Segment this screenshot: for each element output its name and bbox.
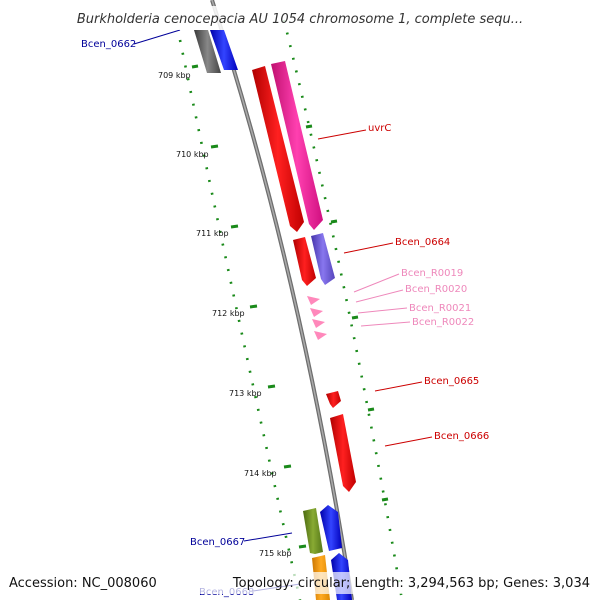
gene-bcen0662-shape[interactable] [194, 30, 238, 73]
gene-label-bcenr0019[interactable]: Bcen_R0019 [401, 268, 463, 279]
gene-label-bcen0664[interactable]: Bcen_0664 [395, 237, 450, 248]
tick-711 [230, 224, 239, 229]
tick-709 [191, 64, 199, 69]
tick-714 [283, 464, 292, 469]
gene-bcen0667-shape[interactable] [303, 505, 342, 554]
gene-label-bcen0666[interactable]: Bcen_0666 [434, 431, 489, 442]
gene-bcen0664-shape[interactable] [293, 233, 335, 286]
callout-uvrc [317, 129, 367, 140]
callout-bcen0665 [374, 381, 423, 392]
callout-bcenr0020 [355, 289, 404, 303]
footer-background [0, 572, 600, 594]
genome-summary-text: Topology: circular; Length: 3,294,563 bp… [232, 576, 590, 591]
tick-outer-4 [367, 407, 375, 412]
title-background [60, 6, 540, 30]
tick-715 [298, 544, 307, 549]
scale-ruler [178, 19, 404, 600]
map-title: Burkholderia cenocepacia AU 1054 chromos… [77, 12, 523, 27]
rna-genes-shape[interactable] [307, 296, 327, 340]
accession-text: Accession: NC_008060 [9, 576, 157, 591]
scale-ticks [191, 64, 389, 549]
callout-bcenr0021 [357, 307, 408, 314]
callout-bcen0666 [384, 436, 433, 447]
gene-labels: Bcen_0662 uvrC Bcen_0664 Bcen_R0019 Bcen… [81, 39, 489, 598]
callout-bcenr0022 [360, 321, 411, 327]
kbp-label-713: 713 kbp [229, 389, 262, 398]
kbp-label-709: 709 kbp [158, 71, 191, 80]
kbp-label-715: 715 kbp [259, 549, 292, 558]
callout-bcen0664 [343, 242, 394, 254]
gene-uvrc-shape[interactable] [252, 61, 323, 232]
gene-label-bcen0667[interactable]: Bcen_0667 [190, 537, 245, 548]
gene-label-bcenr0022[interactable]: Bcen_R0022 [412, 317, 474, 328]
gene-label-bcenr0021[interactable]: Bcen_R0021 [409, 303, 471, 314]
tick-outer-5 [381, 497, 389, 502]
gene-bcen0666-shape[interactable] [330, 414, 356, 492]
callout-bcen0667 [243, 532, 293, 542]
kbp-label-710: 710 kbp [176, 150, 209, 159]
tick-outer-1 [305, 124, 313, 129]
gene-label-bcen0662[interactable]: Bcen_0662 [81, 39, 136, 50]
chromosome-backbone [210, 0, 354, 600]
kbp-label-712: 712 kbp [212, 309, 245, 318]
gene-bcen0665-shape[interactable] [326, 391, 341, 408]
gene-label-uvrc[interactable]: uvrC [368, 123, 391, 134]
scale-labels: 709 kbp 710 kbp 711 kbp 712 kbp 713 kbp … [158, 71, 292, 558]
gene-label-bcenr0020[interactable]: Bcen_R0020 [405, 284, 467, 295]
kbp-label-714: 714 kbp [244, 469, 277, 478]
tick-712 [249, 304, 258, 309]
tick-outer-3 [351, 315, 359, 320]
callout-bcen0662 [133, 29, 181, 45]
kbp-label-711: 711 kbp [196, 229, 229, 238]
tick-713 [267, 384, 276, 389]
tick-710 [210, 144, 219, 149]
tick-outer-2 [330, 219, 338, 224]
gene-label-bcen0665[interactable]: Bcen_0665 [424, 376, 479, 387]
callout-bcenr0019 [353, 273, 400, 293]
